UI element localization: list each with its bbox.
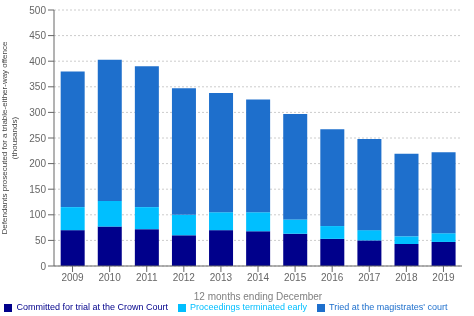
svg-text:12 months ending December: 12 months ending December (194, 291, 323, 302)
svg-text:Defendants prosecuted for a tr: Defendants prosecuted for a triable-eith… (8, 41, 19, 234)
svg-text:2017: 2017 (358, 272, 381, 283)
svg-text:2010: 2010 (99, 272, 122, 283)
svg-text:2019: 2019 (432, 272, 455, 283)
svg-text:150: 150 (29, 184, 46, 195)
svg-text:2016: 2016 (321, 272, 344, 283)
svg-text:2015: 2015 (284, 272, 307, 283)
svg-text:2013: 2013 (210, 272, 233, 283)
svg-text:2012: 2012 (173, 272, 196, 283)
svg-text:2018: 2018 (395, 272, 418, 283)
svg-text:2009: 2009 (61, 272, 84, 283)
html-text:Proceedings terminated early: Proceedings terminated early (190, 302, 308, 312)
svg-text:100: 100 (29, 209, 46, 220)
svg-text:2014: 2014 (247, 272, 270, 283)
svg-text:0: 0 (40, 261, 46, 272)
svg-text:450: 450 (29, 30, 46, 41)
svg-text:400: 400 (29, 56, 46, 67)
html-text:Tried at the magistrates' cour: Tried at the magistrates' court (329, 302, 448, 312)
html-text:Committed for trial at the Cro: Committed for trial at the Crown Court (16, 302, 168, 312)
svg-text:200: 200 (29, 158, 46, 169)
svg-text:350: 350 (29, 81, 46, 92)
svg-text:50: 50 (35, 235, 47, 246)
svg-text:2011: 2011 (136, 272, 158, 283)
svg-text:500: 500 (29, 5, 46, 16)
svg-text:250: 250 (29, 133, 46, 144)
svg-text:300: 300 (29, 107, 46, 118)
